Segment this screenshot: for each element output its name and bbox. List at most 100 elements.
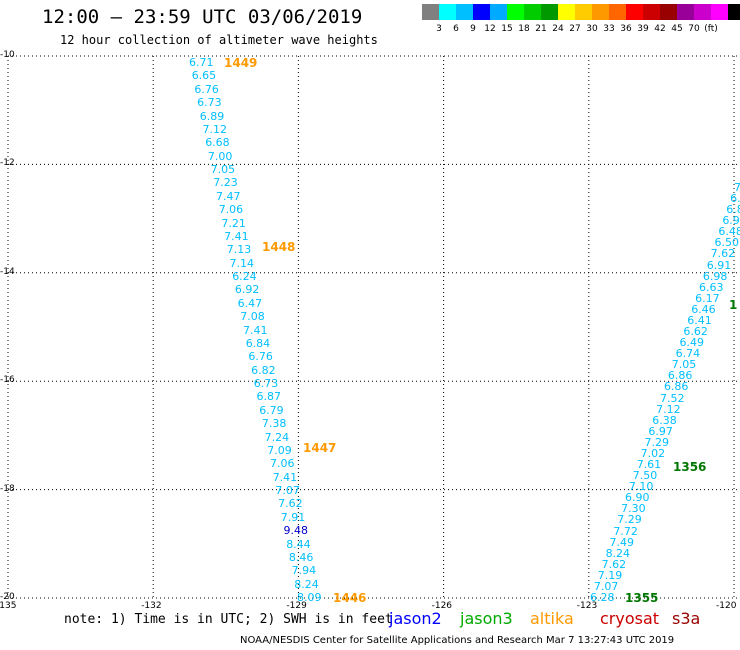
track-time-label: 1355 [625,591,659,605]
color-scale-cell [592,4,609,20]
color-scale-label: 70 [688,24,700,34]
latitude-label: -12 [0,158,15,169]
legend-item-altika: altika [530,609,574,628]
color-scale-label: 30 [586,24,598,34]
color-scale-cell [439,4,456,20]
wave-height-value: 6.84 [245,336,271,350]
wave-height-value: 7.24 [264,430,290,444]
wave-height-value: 7.06 [218,203,244,217]
wave-height-value: 6.63 [698,280,724,294]
wave-height-value: 7.19 [597,568,623,582]
wave-height-value: 6.49 [679,336,705,350]
latitude-label: -14 [0,266,15,277]
wave-height-value: 7.47 [216,189,241,203]
wave-height-value: 7. [734,181,740,194]
color-scale-cell [473,4,490,20]
wave-height-value: 6.86 [663,380,689,394]
wave-height-value: 7.38 [261,417,287,431]
legend-item-s3a: s3a [672,609,701,628]
color-scale-label: 18 [518,24,530,34]
wave-height-value: 7.62 [278,497,303,511]
legend-item-jason3: jason3 [460,609,513,628]
track-time-label: 1449 [224,56,258,70]
page-title: 12:00 – 23:59 UTC 03/06/2019 [42,6,363,28]
color-scale-label: 36 [620,24,632,34]
latitude-label: -16 [0,375,15,386]
wave-height-value: 6.79 [259,403,284,417]
color-scale-label: 12 [484,24,496,34]
color-scale-label: 21 [535,24,547,34]
wave-height-value: 6.62 [683,325,708,339]
wave-height-value: 6.46 [691,302,716,316]
color-scale-cell [609,4,626,20]
color-scale-cell [626,4,643,20]
wave-height-value: 6.47 [237,296,263,310]
color-scale-cell [694,4,711,20]
color-scale-cell [677,4,694,20]
longitude-label: -135 [0,601,17,611]
wave-height-value: 6. [730,192,740,206]
color-scale-cell [660,4,677,20]
wave-height-value: 7.06 [270,457,295,471]
color-scale-label: 15 [501,24,513,34]
wave-height-value: 7.13 [226,243,252,257]
wave-height-value: 7.05 [671,358,697,372]
color-scale-label: 24 [552,24,564,34]
wave-height-value: 7.49 [609,535,634,549]
latitude-label: -18 [0,483,15,494]
wave-height-value: 7.29 [617,513,642,527]
wave-height-value: 7.21 [221,216,246,230]
track-time-label: 1448 [262,240,296,254]
wave-height-value: 6.86 [667,369,693,383]
wave-height-value: 6.76 [248,350,273,364]
wave-height-value: 7.08 [240,310,265,324]
color-scale-cell [575,4,592,20]
wave-height-value: 6.76 [194,82,219,96]
wave-height-value: 8.24 [294,577,319,591]
wave-height-value: 7.00 [207,149,233,163]
wave-height-value: 7.14 [229,256,255,270]
legend-item-cryosat: cryosat [600,609,660,628]
longitude-label: -126 [431,601,453,611]
color-scale-cell [728,4,740,20]
longitude-label: -132 [141,601,162,611]
wave-height-value: 6.8 [726,203,740,217]
longitude-label: -129 [286,601,307,611]
wave-height-value: 7.41 [224,229,249,243]
credit-line: NOAA/NESDIS Center for Satellite Applica… [240,635,675,646]
wave-height-value: 6.24 [232,270,257,283]
longitude-label: -123 [576,601,598,611]
color-scale-label: 45 [671,24,683,34]
wave-height-value: 7.52 [660,391,685,405]
wave-height-value: 7.61 [636,458,662,472]
color-scale-label: 27 [569,24,581,34]
wave-height-value: 7.29 [644,435,669,449]
wave-height-value: 7.62 [710,247,736,261]
page-subtitle: 12 hour collection of altimeter wave hei… [60,33,378,47]
color-scale-cell [507,4,524,20]
wave-height-value: 6.73 [197,96,222,110]
wave-height-value: 6.98 [702,269,728,283]
wave-height-value: 7.72 [613,524,638,538]
wave-height-value: 6.65 [191,69,217,83]
wave-height-value: 6.71 [189,56,214,69]
color-scale-cell [490,4,507,20]
wave-height-value: 7.12 [656,402,681,416]
wave-height-value: 6.91 [706,258,732,272]
wave-height-value: 6.28 [590,591,615,604]
wave-height-value: 6.48 [718,225,740,239]
wave-height-value: 7.09 [267,443,292,457]
track-time-label: 1446 [333,591,367,605]
longitude-label: -120 [716,601,737,611]
wave-height-value: 8.46 [288,550,314,564]
color-scale-cell [643,4,660,20]
footer-note: note: 1) Time is in UTC; 2) SWH is in fe… [64,612,393,627]
wave-height-value: 7.94 [291,564,317,578]
wave-height-value: 6.89 [199,109,225,123]
wave-height-value: 6.17 [695,291,720,305]
track-time-label: 1447 [303,441,337,455]
wave-height-value: 8.44 [286,537,311,551]
wave-height-value: 7.23 [213,176,238,190]
wave-height-value: 6.90 [722,214,740,228]
color-scale-label: 42 [654,24,666,34]
